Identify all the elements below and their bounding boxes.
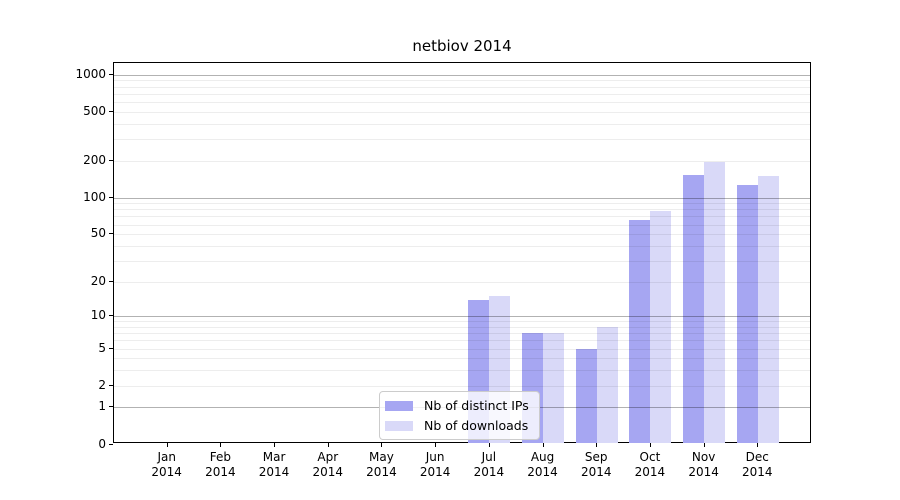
bar-distinct-ips — [629, 220, 651, 444]
y-tick-mark — [109, 233, 113, 235]
grid-line-minor — [114, 111, 810, 113]
x-axis-tick-label: Feb 2014 — [205, 450, 236, 479]
grid-line-major — [114, 316, 810, 318]
grid-line-minor — [114, 281, 810, 283]
x-tick-mark — [435, 443, 437, 447]
y-axis-tick-label: 10 — [90, 308, 106, 323]
x-tick-mark — [542, 443, 544, 447]
y-tick-mark — [109, 280, 113, 282]
grid-line-minor — [114, 139, 810, 141]
y-axis-tick-label: 1000 — [75, 66, 106, 81]
x-axis-tick-label: Jul 2014 — [473, 450, 505, 479]
grid-line-minor — [114, 93, 810, 95]
y-tick-mark — [109, 159, 113, 161]
x-axis-tick-label: Apr 2014 — [312, 450, 344, 479]
y-tick-mark — [109, 73, 113, 75]
y-axis-tick-label: 50 — [90, 226, 106, 241]
x-tick-mark — [596, 443, 598, 447]
y-axis-tick-label: 5 — [98, 340, 106, 355]
x-axis-tick-label: May 2014 — [366, 450, 397, 479]
y-axis-tick-label: 0 — [98, 436, 106, 451]
y-axis-tick-label: 200 — [83, 152, 106, 167]
x-axis-tick-label: Aug 2014 — [527, 450, 558, 479]
bar-distinct-ips — [736, 184, 758, 444]
grid-line-minor — [114, 216, 810, 218]
grid-line-minor — [114, 358, 810, 360]
grid-line-minor — [114, 321, 810, 323]
grid-line-minor — [114, 224, 810, 226]
x-tick-mark — [649, 443, 651, 447]
x-tick-mark — [757, 443, 759, 447]
x-tick-mark — [703, 443, 705, 447]
grid-line-minor — [114, 340, 810, 342]
grid-line-minor — [114, 370, 810, 372]
grid-line-minor — [114, 80, 810, 82]
x-axis-tick-label: Nov 2014 — [688, 450, 719, 479]
y-tick-mark — [109, 443, 113, 445]
grid-line-minor — [114, 333, 810, 335]
grid-line-minor — [114, 260, 810, 262]
x-tick-mark — [166, 443, 168, 447]
grid-line-major — [114, 74, 810, 76]
x-tick-mark — [488, 443, 490, 447]
chart-title: netbiov 2014 — [412, 37, 512, 55]
bar-distinct-ips — [683, 174, 705, 444]
bar-downloads — [650, 210, 672, 444]
y-axis-tick-label: 500 — [83, 103, 106, 118]
x-tick-mark — [220, 443, 222, 447]
grid-line-minor — [114, 209, 810, 211]
bar-distinct-ips — [575, 348, 597, 444]
y-tick-mark — [109, 315, 113, 317]
y-axis-tick-label: 20 — [90, 273, 106, 288]
x-axis-tick-label: Oct 2014 — [634, 450, 666, 479]
y-tick-mark — [109, 110, 113, 112]
grid-line-minor — [114, 234, 810, 236]
y-tick-mark — [109, 384, 113, 386]
y-tick-mark — [109, 196, 113, 198]
legend: Nb of distinct IPs Nb of downloads — [379, 391, 540, 440]
bar-downloads — [543, 333, 565, 444]
bar-downloads — [757, 175, 779, 444]
grid-line-minor — [114, 245, 810, 247]
grid-line-minor — [114, 326, 810, 328]
bar-downloads — [704, 162, 726, 444]
grid-line-minor — [114, 86, 810, 88]
grid-line-minor — [114, 160, 810, 162]
y-axis-tick-label: 100 — [83, 189, 106, 204]
y-axis-tick-label: 1 — [98, 399, 106, 414]
x-tick-mark — [327, 443, 329, 447]
x-axis-tick-label: Jan 2014 — [151, 450, 182, 479]
y-tick-mark — [109, 406, 113, 408]
legend-label: Nb of downloads — [424, 418, 529, 433]
legend-swatch — [385, 420, 413, 431]
legend-item-downloads: Nb of downloads — [385, 417, 529, 434]
grid-line-minor — [114, 348, 810, 350]
grid-line-minor — [114, 123, 810, 125]
plot-area — [113, 62, 811, 444]
x-axis-tick-label: Sep 2014 — [580, 450, 612, 479]
y-tick-mark — [109, 347, 113, 349]
grid-line-minor — [114, 385, 810, 387]
x-tick-mark — [381, 443, 383, 447]
x-axis-tick-label: Dec 2014 — [742, 450, 773, 479]
x-axis-tick-label: Mar 2014 — [258, 450, 290, 479]
legend-label: Nb of distinct IPs — [424, 398, 529, 413]
grid-line-major — [114, 197, 810, 199]
x-axis-tick-label: Jun 2014 — [419, 450, 451, 479]
legend-item-distinct-ips: Nb of distinct IPs — [385, 397, 529, 414]
grid-line-minor — [114, 203, 810, 205]
bar-downloads — [596, 326, 618, 444]
grid-line-minor — [114, 102, 810, 104]
y-axis-tick-label: 2 — [98, 377, 106, 392]
x-tick-mark — [274, 443, 276, 447]
legend-swatch — [385, 400, 413, 411]
